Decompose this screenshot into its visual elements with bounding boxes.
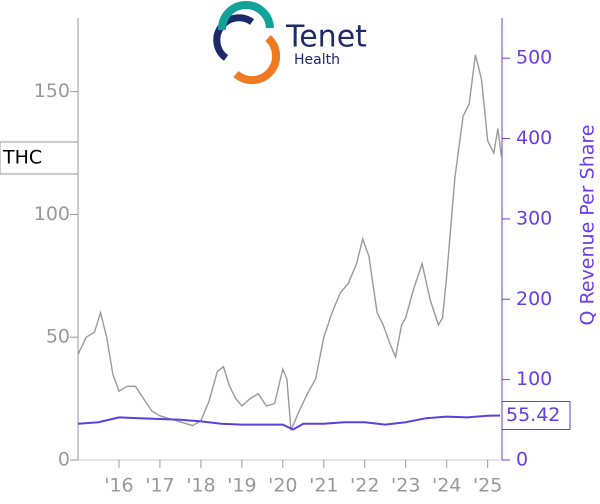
x-tick-label: '20	[268, 475, 297, 497]
last-value-box	[501, 400, 571, 430]
y-tick-label: 100	[34, 203, 70, 225]
x-tick-label: '24	[432, 475, 461, 497]
x-tick-label: '22	[350, 475, 379, 497]
y2-tick-label: 300	[516, 207, 552, 229]
logo-name: Tenet	[285, 20, 367, 55]
y2-tick-label: 500	[516, 47, 552, 69]
x-tick-label: '18	[186, 475, 215, 497]
x-tick-label: '25	[473, 475, 502, 497]
x-tick-label: '21	[309, 475, 338, 497]
y-tick-label: 50	[46, 326, 70, 348]
logo-subtitle: Health	[294, 52, 340, 68]
ticker-box	[0, 141, 79, 175]
y-tick-label: 150	[34, 80, 70, 102]
logo-arc	[233, 35, 281, 85]
x-tick-label: '16	[104, 475, 133, 497]
y2-tick-label: 200	[516, 288, 552, 310]
y2-axis-label: Q Revenue Per Share	[577, 125, 599, 326]
x-tick-label: '17	[145, 475, 174, 497]
logo-arc	[218, 1, 274, 31]
x-tick-label: '23	[391, 475, 420, 497]
ticker-label: THC	[2, 146, 42, 168]
series-line	[77, 414, 501, 431]
y2-tick-label: 100	[516, 368, 552, 390]
x-tick-label: '19	[227, 475, 256, 497]
logo: Tenet Health	[213, 1, 367, 85]
y-tick-label: 0	[58, 449, 70, 471]
last-value-label: 55.42	[506, 404, 560, 426]
series-line	[77, 54, 503, 431]
y2-tick-label: 0	[516, 449, 528, 471]
y2-tick-label: 400	[516, 127, 552, 149]
